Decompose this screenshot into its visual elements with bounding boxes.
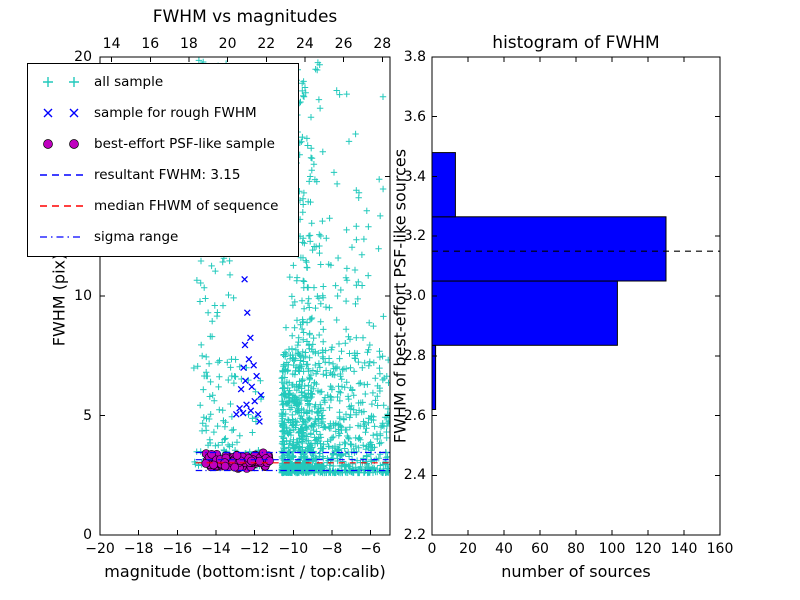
calib-tick-label: 26 <box>334 36 353 52</box>
legend-entry-rough-fwhm: sample for rough FWHM <box>28 97 298 128</box>
calib-tick-label: 16 <box>141 36 160 52</box>
fwhm-reference-lines <box>195 451 390 472</box>
right-y-tick-label: 3.6 <box>403 108 426 125</box>
right-x-tick-label: 120 <box>634 541 662 557</box>
right-y-tick-label: 2.4 <box>403 467 426 484</box>
right-x-tick-label: 0 <box>427 541 437 557</box>
histogram-bar <box>431 280 618 346</box>
plus-markers <box>190 57 390 477</box>
right-plot-xlabel: number of sources <box>501 562 651 581</box>
right-x-tick-label: 40 <box>495 541 513 557</box>
histogram-bars <box>431 152 667 410</box>
calib-tick-label: 24 <box>296 36 314 52</box>
circle-marker-icon <box>43 138 79 149</box>
legend-entry-psf-sample: best-effort PSF-like sample <box>28 128 298 159</box>
right-y-tick-label: 3.8 <box>403 49 426 65</box>
calib-tick-label: 28 <box>373 36 392 52</box>
left-x-tick-label: −6 <box>360 541 381 557</box>
right-x-tick-label: 160 <box>706 541 734 557</box>
left-plot-xlabel: magnitude (bottom:isnt / top:calib) <box>104 562 386 581</box>
left-y-tick-label: 10 <box>74 288 92 304</box>
dashdot-line-icon <box>40 235 84 238</box>
left-y-tick-label: 20 <box>74 49 92 65</box>
calib-tick-label: 22 <box>257 36 276 52</box>
right-x-tick-label: 140 <box>670 541 698 557</box>
left-x-tick-label: −8 <box>321 541 343 557</box>
calib-tick-label: 18 <box>180 36 198 52</box>
left-x-tick-label: −16 <box>162 541 193 557</box>
right-y-tick-label: 2.8 <box>403 347 426 364</box>
right-y-tick-label: 3.4 <box>403 168 426 185</box>
legend-label: best-effort PSF-like sample <box>94 135 275 152</box>
legend-label: all sample <box>94 73 164 90</box>
right-x-tick-label: 80 <box>567 541 585 557</box>
dashed-line-icon <box>40 204 84 207</box>
left-x-tick-label: −14 <box>201 541 231 557</box>
x-marker-icon <box>43 108 79 117</box>
left-x-tick-label: −12 <box>239 541 270 557</box>
dashed-line-icon <box>40 173 84 176</box>
calib-tick-label: 20 <box>218 36 237 52</box>
legend-label: resultant FWHM: 3.15 <box>94 166 241 183</box>
psf-circle-markers <box>201 448 274 473</box>
histogram-bar <box>431 216 667 282</box>
scatter-series <box>190 57 390 477</box>
left-y-tick-label: 0 <box>83 527 92 543</box>
legend-entry-sigma-range: sigma range <box>28 221 298 252</box>
right-x-tick-label: 20 <box>459 541 477 557</box>
right-y-tick-label: 2.6 <box>403 407 426 424</box>
histogram-bar <box>431 152 456 218</box>
right-y-tick-label: 2.2 <box>403 527 426 543</box>
axes-frames <box>99 56 721 536</box>
legend: all sample sample for rough FWHM best-ef… <box>27 63 299 257</box>
left-x-tick-label: −20 <box>85 541 115 557</box>
right-y-tick-label: 3.0 <box>403 288 426 304</box>
legend-label: sigma range <box>94 228 179 245</box>
calib-tick-label: 14 <box>102 36 121 52</box>
left-y-tick-label: 5 <box>83 407 92 424</box>
plus-marker-icon <box>43 76 79 87</box>
right-y-tick-label: 3.2 <box>403 228 426 245</box>
histogram-bar <box>431 344 437 410</box>
right-plot-title: histogram of FWHM <box>492 33 660 53</box>
legend-label: sample for rough FWHM <box>94 104 257 121</box>
legend-label: median FHWM of sequence <box>94 197 279 214</box>
left-x-tick-label: −10 <box>278 541 309 557</box>
left-x-tick-label: −18 <box>123 541 154 557</box>
left-plot-title: FWHM vs magnitudes <box>152 7 338 27</box>
left-plot-ylabel: FWHM (pix) <box>49 253 69 347</box>
right-x-tick-label: 60 <box>531 541 549 557</box>
legend-entry-resultant-fwhm: resultant FWHM: 3.15 <box>28 159 298 190</box>
legend-entry-median-fwhm: median FHWM of sequence <box>28 190 298 221</box>
legend-entry-all-sample: all sample <box>28 66 298 97</box>
right-x-tick-label: 100 <box>598 541 626 557</box>
